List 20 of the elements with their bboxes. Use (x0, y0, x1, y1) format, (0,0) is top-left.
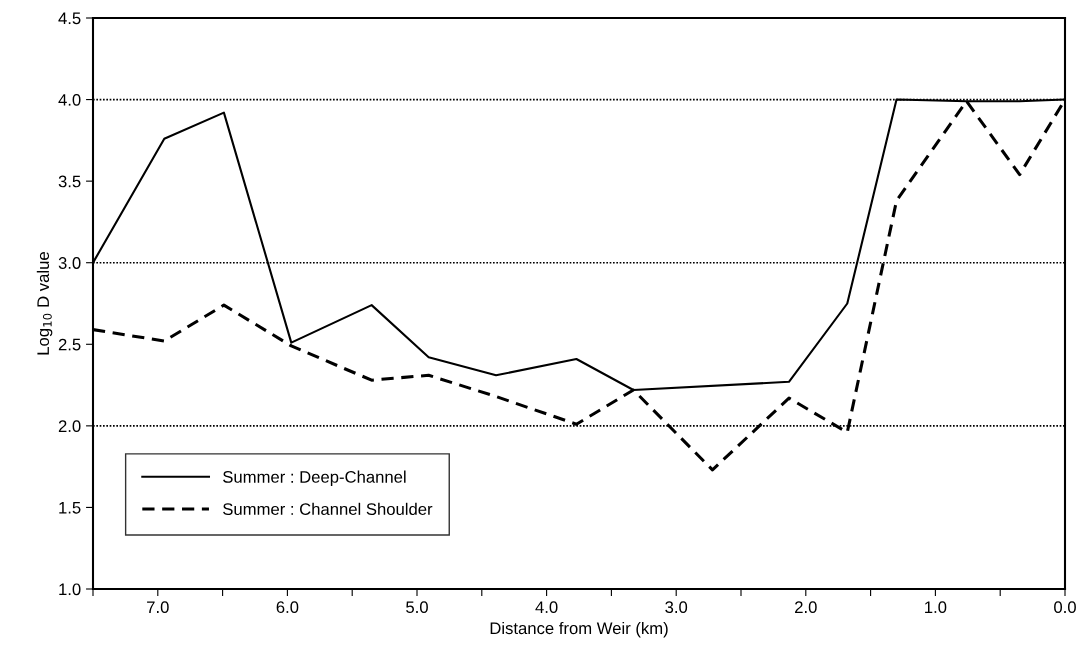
x-tick-label: 6.0 (276, 601, 299, 614)
y-tick-label: 4.5 (58, 12, 81, 25)
x-tick-label: 4.0 (535, 601, 558, 614)
y-tick-label: 3.5 (58, 175, 81, 188)
y-tick-label: 3.0 (58, 257, 81, 269)
y-tick-label: 1.0 (59, 583, 81, 596)
x-tick-label: 7.0 (147, 601, 169, 614)
y-axis-title: Log$_{10}$ D value (36, 252, 53, 355)
x-axis-title: Distance from Weir (km) (490, 621, 668, 638)
y-tick-label: 1.5 (59, 502, 81, 514)
x-tick-label: 5.0 (406, 601, 428, 614)
y-tick-label: 2.5 (58, 338, 81, 351)
x-tick-label: 0.0 (1054, 601, 1076, 614)
x-tick-label: 3.0 (665, 601, 688, 614)
legend-label: Summer : Channel Shoulder (223, 502, 433, 516)
y-tick-label: 2.0 (58, 420, 81, 433)
legend-label: Summer : Deep-Channel (223, 470, 406, 487)
x-tick-label: 1.0 (925, 601, 947, 614)
x-tick-label: 2.0 (795, 601, 817, 614)
y-tick-label: 4.0 (58, 93, 81, 106)
